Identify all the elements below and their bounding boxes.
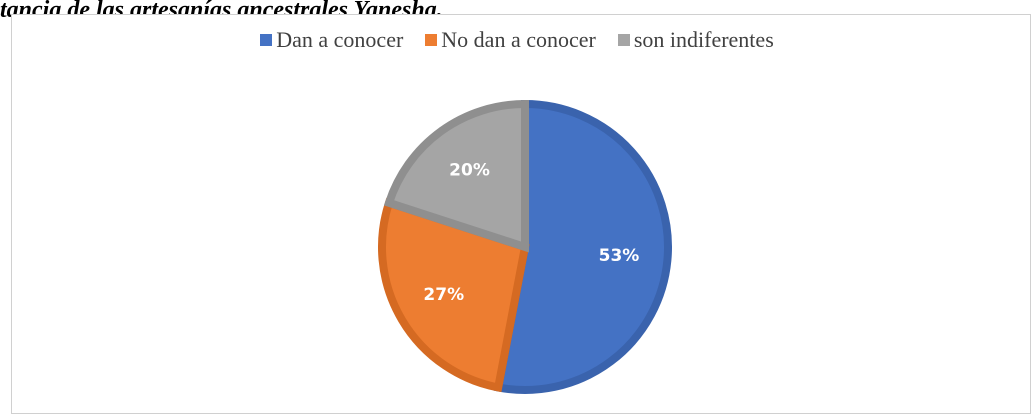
legend-item-dan-a-conocer: Dan a conocer [260, 27, 403, 53]
pie-label-son-indiferentes: 20% [449, 161, 490, 181]
chart-legend: Dan a conocer No dan a conocer son indif… [0, 22, 1034, 58]
pie-label-dan-a-conocer: 53% [599, 246, 640, 266]
legend-label-no-dan-a-conocer: No dan a conocer [441, 27, 596, 52]
legend-item-son-indiferentes: son indiferentes [617, 27, 774, 53]
legend-swatch-son-indiferentes [617, 34, 630, 46]
pie-slice-dan-a-conocer [493, 99, 672, 394]
pie-label-no-dan-a-conocer: 27% [423, 285, 464, 305]
legend-label-son-indiferentes: son indiferentes [633, 27, 774, 52]
pie-slice-son-indiferentes [383, 99, 529, 253]
legend-swatch-dan-a-conocer [260, 34, 273, 46]
legend-swatch-no-dan-a-conocer [425, 34, 438, 46]
pie-slice-no-dan-a-conocer [378, 197, 530, 393]
legend-label-dan-a-conocer: Dan a conocer [276, 27, 404, 52]
legend-item-no-dan-a-conocer: No dan a conocer [425, 27, 596, 53]
